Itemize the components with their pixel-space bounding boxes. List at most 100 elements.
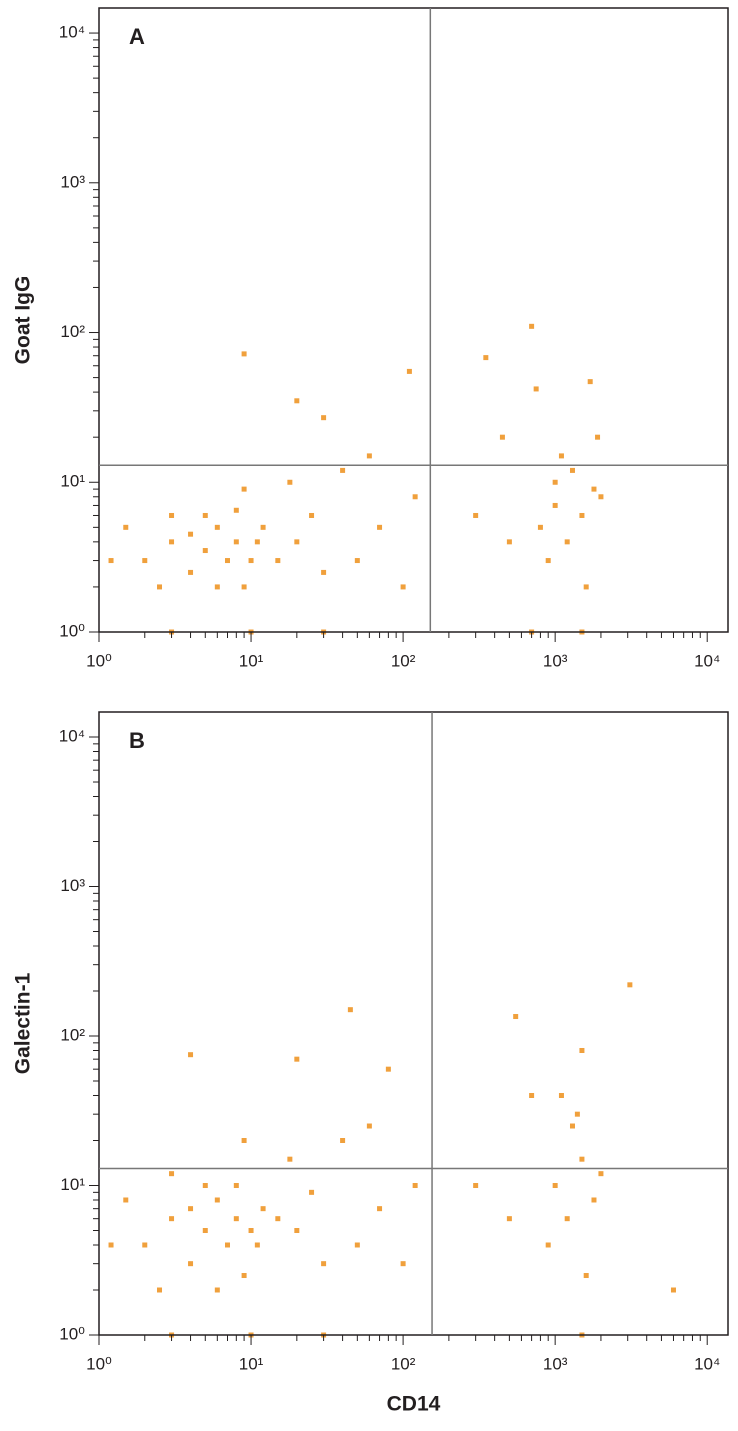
event-dot <box>287 1156 293 1162</box>
event-dot <box>400 1261 406 1267</box>
event-dot <box>558 453 564 459</box>
event-dot <box>483 355 489 361</box>
x-tick-label: 10⁴ <box>694 651 720 670</box>
event-dot <box>545 1242 551 1248</box>
event-dot <box>598 1171 604 1177</box>
event-dot <box>552 1183 558 1189</box>
event-dot <box>377 1206 383 1212</box>
event-dot <box>241 486 247 492</box>
event-dot <box>142 558 148 564</box>
panel-label: B <box>129 728 145 753</box>
event-dot <box>412 494 418 500</box>
event-dot <box>260 524 266 530</box>
event-dot <box>340 1138 346 1144</box>
event-dot <box>321 415 327 421</box>
event-dot <box>214 1287 220 1293</box>
event-dot <box>214 1197 220 1203</box>
plot-frame <box>98 7 729 633</box>
event-dot <box>569 467 575 473</box>
plot-panel: 10⁰ 10¹ 10² 10³ 10⁴ 10⁰ 10¹ 10² 10³ 10⁴ A Goat IgG <box>12 7 729 670</box>
event-dot <box>591 486 597 492</box>
event-dot <box>321 569 327 575</box>
event-dot <box>108 1242 114 1248</box>
event-dot <box>321 1261 327 1267</box>
event-dot <box>157 1287 163 1293</box>
event-dot <box>233 539 239 545</box>
event-dot <box>123 1197 129 1203</box>
event-dot <box>224 1242 230 1248</box>
event-dot <box>558 1092 564 1098</box>
event-dot <box>169 512 175 518</box>
event-dot <box>354 558 360 564</box>
y-tick-label: 10⁰ <box>59 1324 85 1343</box>
event-dot <box>169 1171 175 1177</box>
event-dot <box>254 1242 260 1248</box>
event-dot <box>157 584 163 590</box>
event-dot <box>412 1183 418 1189</box>
x-tick-label: 10² <box>391 651 416 670</box>
x-tick-label: 10³ <box>543 1354 568 1373</box>
event-dot <box>202 512 208 518</box>
event-dot <box>591 1197 597 1203</box>
event-dot <box>583 1273 589 1279</box>
event-dot <box>169 1216 175 1222</box>
event-dot <box>529 323 535 329</box>
event-dot <box>202 1228 208 1234</box>
event-dot <box>142 1242 148 1248</box>
event-dot <box>309 512 315 518</box>
event-dot <box>552 479 558 485</box>
x-tick-label: 10¹ <box>239 1354 264 1373</box>
event-dot <box>202 1183 208 1189</box>
x-tick-label: 10² <box>391 1354 416 1373</box>
event-dot <box>248 1228 254 1234</box>
event-dot <box>366 453 372 459</box>
y-tick-label: 10² <box>60 322 85 341</box>
event-dot <box>275 558 281 564</box>
x-tick-label: 10³ <box>543 651 568 670</box>
event-dot <box>260 1206 266 1212</box>
y-tick-label: 10³ <box>60 172 85 191</box>
event-dot <box>294 539 300 545</box>
event-dot <box>598 494 604 500</box>
event-dot <box>309 1189 315 1195</box>
event-dot <box>406 368 412 374</box>
event-dot <box>169 539 175 545</box>
event-dot <box>294 1228 300 1234</box>
event-dot <box>123 524 129 530</box>
event-dot <box>233 1216 239 1222</box>
event-dot <box>188 1206 194 1212</box>
x-tick-label: 10⁰ <box>86 651 112 670</box>
y-tick-label: 10² <box>60 1025 85 1044</box>
event-dot <box>400 584 406 590</box>
event-dot <box>564 539 570 545</box>
event-dot <box>564 1216 570 1222</box>
x-tick-label: 10⁰ <box>86 1354 112 1373</box>
event-dot <box>545 558 551 564</box>
event-dot <box>533 386 539 392</box>
event-dot <box>579 1047 585 1053</box>
event-dot <box>294 1056 300 1062</box>
event-dot <box>583 584 589 590</box>
event-dot <box>241 1273 247 1279</box>
y-tick-label: 10¹ <box>60 1175 85 1194</box>
y-axis-title: Galectin-1 <box>12 972 35 1074</box>
event-dot <box>529 1092 535 1098</box>
event-dot <box>670 1287 676 1293</box>
event-dot <box>241 1138 247 1144</box>
event-dot <box>241 584 247 590</box>
event-dot <box>188 1261 194 1267</box>
event-dot <box>347 1007 353 1013</box>
event-dot <box>214 524 220 530</box>
event-dot <box>202 548 208 554</box>
event-dot <box>233 1183 239 1189</box>
event-dot <box>254 539 260 545</box>
event-dot <box>214 584 220 590</box>
x-tick-label: 10⁴ <box>694 1354 720 1373</box>
event-dot <box>188 569 194 575</box>
event-dot <box>574 1111 580 1117</box>
x-tick-label: 10¹ <box>239 651 264 670</box>
event-dot <box>108 558 114 564</box>
event-dot <box>579 1156 585 1162</box>
event-dot <box>294 398 300 404</box>
